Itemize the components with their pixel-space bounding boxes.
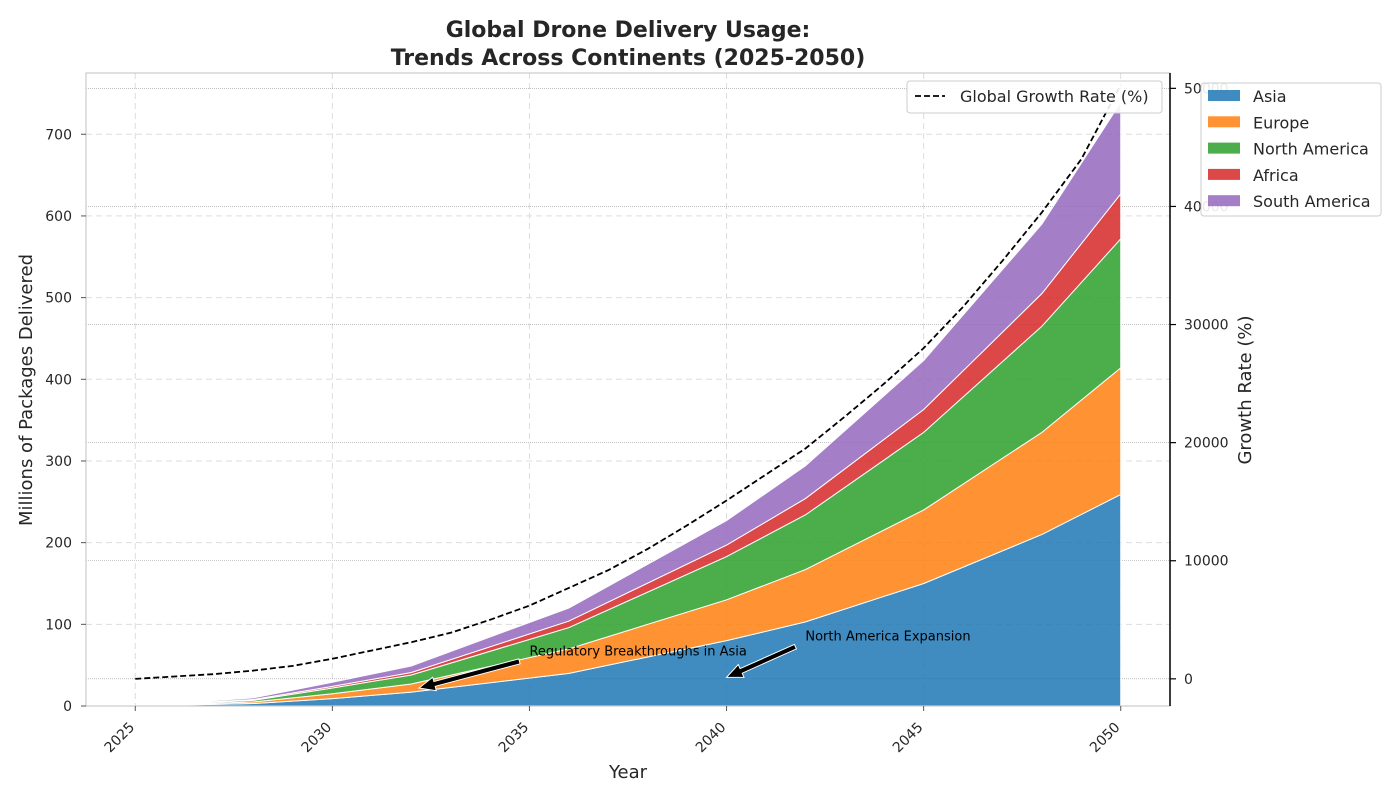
growth-legend-box <box>906 80 1163 114</box>
annotation-arrow <box>417 658 521 692</box>
x-tick-label: 2050 <box>1087 720 1124 757</box>
legend-label: South America <box>1253 192 1371 211</box>
legend-label: Africa <box>1253 166 1299 185</box>
y2-tick-label: 30000 <box>1184 318 1229 334</box>
legend-label: Asia <box>1253 87 1287 106</box>
y-tick-label: 300 <box>45 454 72 470</box>
legend-label: North America <box>1253 140 1369 159</box>
x-tick-label: 2045 <box>890 720 927 757</box>
growth-rate-line <box>135 84 1122 680</box>
annotations: Regulatory Breakthroughs in Asia North Am… <box>417 630 971 692</box>
annotation-text: Regulatory Breakthroughs in Asia <box>529 644 746 659</box>
y2-tick-label: 20000 <box>1184 436 1229 452</box>
y-tick-label: 700 <box>45 127 72 143</box>
x-tick-label: 2035 <box>496 720 533 757</box>
y2-tick-label: 10000 <box>1184 554 1229 570</box>
legend-swatch <box>1208 116 1240 128</box>
stacked-areas <box>135 100 1122 706</box>
y2-tick-label: 0 <box>1184 672 1193 688</box>
y-axis-ticks: 0 100 200 300 400 500 600 700 <box>45 127 86 715</box>
series-legend-box <box>1200 82 1382 217</box>
grid <box>86 73 1170 707</box>
chart-title-line-1: Global Drone Delivery Usage: <box>446 18 811 43</box>
x-tick-label: 2025 <box>102 720 139 757</box>
series-legend: Asia Europe North America Africa South Ameri… <box>1200 82 1382 217</box>
growth-legend-label: Global Growth Rate (%) <box>960 87 1149 106</box>
y-tick-label: 500 <box>45 291 72 307</box>
y-tick-label: 400 <box>45 372 72 388</box>
legend-swatch <box>1208 142 1240 154</box>
y-tick-label: 200 <box>45 536 72 552</box>
legend-swatch <box>1208 168 1240 180</box>
y-tick-label: 100 <box>45 617 72 633</box>
annotation-text: North America Expansion <box>805 630 970 645</box>
area-south-america <box>135 100 1122 706</box>
y2-axis-label: Growth Rate (%) <box>1235 315 1256 464</box>
growth-line-layer <box>135 84 1122 680</box>
legend-label: Europe <box>1253 113 1309 132</box>
growth-legend: Global Growth Rate (%) <box>906 80 1163 114</box>
legend-swatch <box>1208 90 1240 101</box>
y-tick-label: 600 <box>45 209 72 225</box>
x-tick-label: 2030 <box>299 720 336 757</box>
x-axis-label: Year <box>608 762 648 783</box>
legend-swatch <box>1208 195 1240 207</box>
y-tick-label: 0 <box>63 699 72 715</box>
chart-title-line-2: Trends Across Continents (2025-2050) <box>391 46 866 71</box>
x-axis-ticks: 2025 2030 2035 2040 2045 2050 <box>102 706 1124 756</box>
x-tick-label: 2040 <box>693 720 730 757</box>
annotation-arrow <box>725 643 798 678</box>
y-axis-label: Millions of Packages Delivered <box>16 254 37 526</box>
